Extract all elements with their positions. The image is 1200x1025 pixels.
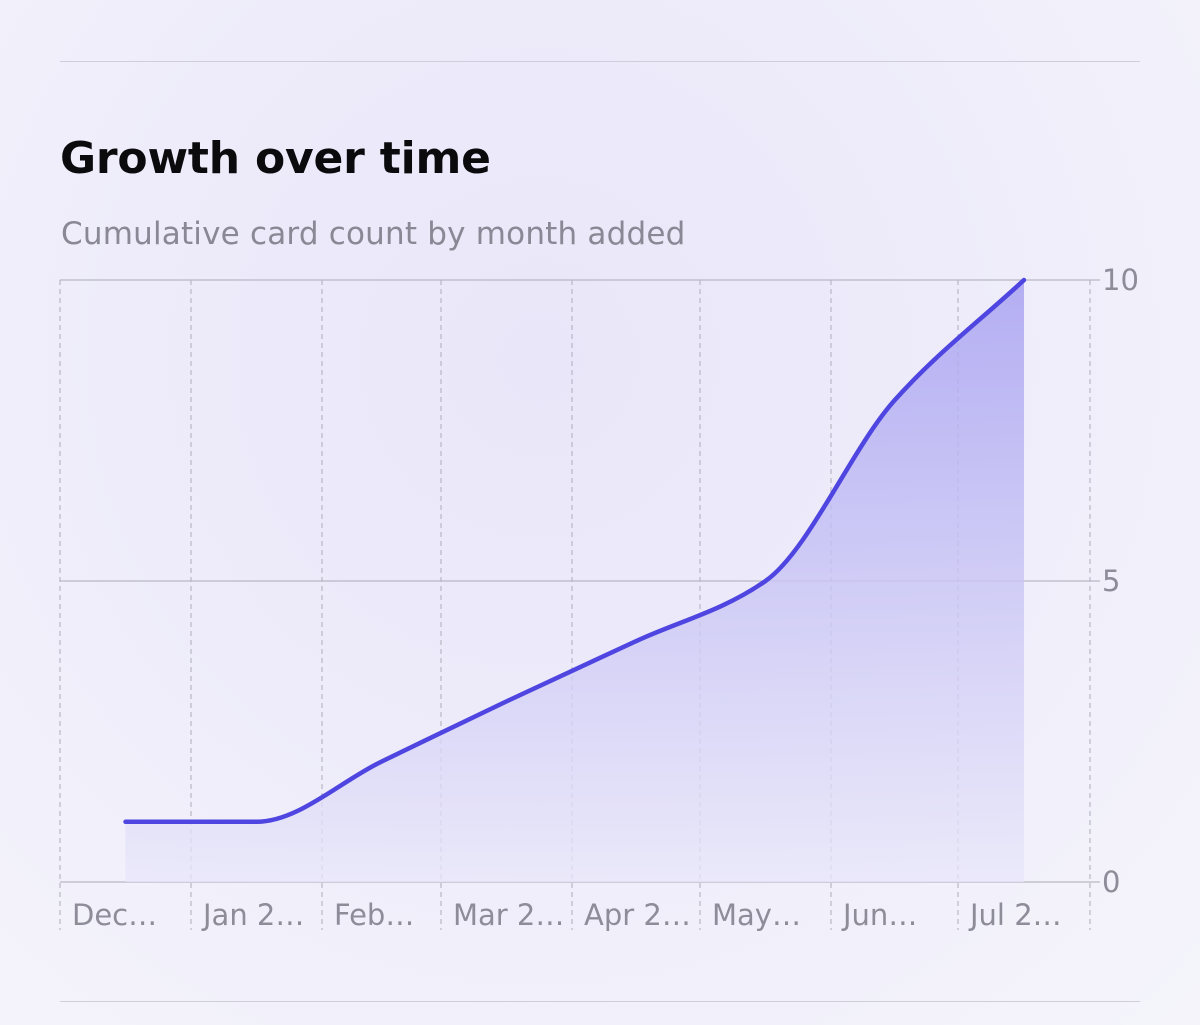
x-tick-label: Mar 2…	[453, 898, 564, 932]
x-tick-label: Dec…	[72, 898, 157, 932]
data-point	[254, 819, 259, 824]
y-tick-label: 0	[1102, 865, 1120, 899]
chart-title: Growth over time	[60, 133, 491, 184]
line-layer	[123, 277, 1027, 825]
area-fill	[125, 280, 1024, 882]
x-tick-label: Jul 2…	[968, 898, 1062, 932]
data-point	[892, 398, 897, 403]
x-tick-label: Feb…	[334, 898, 414, 932]
x-tick-label: Apr 2…	[584, 898, 691, 932]
area-layer	[125, 280, 1024, 882]
series-line	[123, 277, 1027, 825]
x-tick-label: Jan 2…	[201, 898, 304, 932]
chart-subtitle: Cumulative card count by month added	[61, 216, 686, 252]
data-point	[379, 759, 384, 764]
data-point	[123, 819, 128, 824]
data-point	[763, 579, 768, 584]
data-point	[1022, 278, 1027, 283]
top-divider	[60, 61, 1140, 62]
label-layer: Dec… Jan 2… Feb… Mar 2… Apr 2… May… Jun… Jul 2……	[72, 263, 1139, 932]
data-point	[634, 639, 639, 644]
bottom-divider	[60, 1001, 1140, 1002]
y-tick-label: 10	[1102, 263, 1139, 297]
y-tick-label: 5	[1102, 564, 1120, 598]
x-tick-label: Jun…	[841, 898, 917, 932]
x-tick-label: May…	[712, 898, 801, 932]
data-point	[504, 699, 509, 704]
